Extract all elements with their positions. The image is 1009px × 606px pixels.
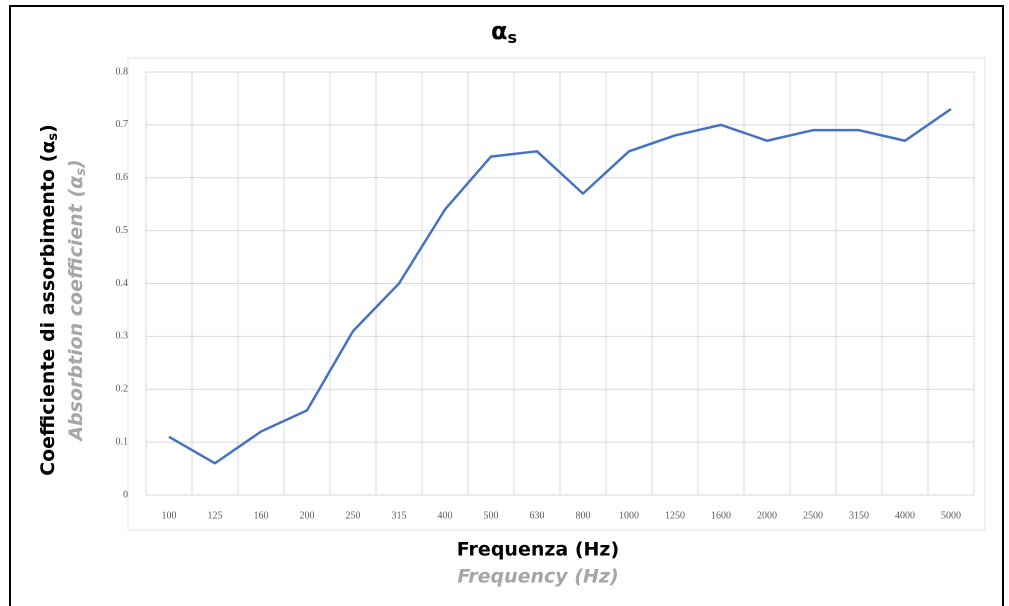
x-tick-label: 400	[438, 510, 453, 521]
y-tick-label: 0.3	[116, 331, 129, 342]
x-tick-label: 1250	[665, 510, 685, 521]
y-tick-label: 0.5	[116, 225, 129, 236]
x-tick-label: 1000	[619, 510, 639, 521]
y-tick-label: 0.6	[116, 172, 129, 183]
x-tick-label: 5000	[941, 510, 961, 521]
y-tick-label: 0.8	[116, 66, 129, 77]
x-tick-label: 2500	[803, 510, 823, 521]
y-axis-label: Coefficiente di assorbimento (αs)	[37, 124, 61, 476]
x-tick-label: 100	[162, 510, 177, 521]
x-tick-label: 160	[254, 510, 269, 521]
y-tick-label: 0.4	[116, 278, 129, 289]
x-tick-label: 1600	[711, 510, 731, 521]
chart-title: αs	[491, 17, 517, 47]
x-tick-label: 630	[530, 510, 545, 521]
y-tick-label: 0.2	[116, 384, 129, 395]
x-axis-label-secondary: Frequency (Hz)	[457, 566, 618, 588]
x-tick-label: 125	[208, 510, 223, 521]
x-tick-label: 800	[576, 510, 591, 521]
y-tick-label: 0	[123, 489, 128, 500]
x-axis-label: Frequenza (Hz)	[457, 539, 619, 561]
x-tick-label: 315	[392, 510, 407, 521]
x-tick-label: 200	[300, 510, 315, 521]
frame	[9, 5, 1004, 606]
x-tick-label: 250	[346, 510, 361, 521]
y-axis-label-secondary: Absorbtion coefficient (αs)	[65, 159, 89, 442]
x-tick-label: 2000	[757, 510, 777, 521]
data-line	[168, 107, 952, 465]
y-tick-label: 0.7	[116, 119, 129, 130]
x-tick-label: 500	[484, 510, 499, 521]
plot-border	[127, 57, 986, 531]
x-tick-label: 4000	[895, 510, 915, 521]
y-tick-label: 0.1	[116, 436, 129, 447]
x-tick-label: 3150	[849, 510, 869, 521]
